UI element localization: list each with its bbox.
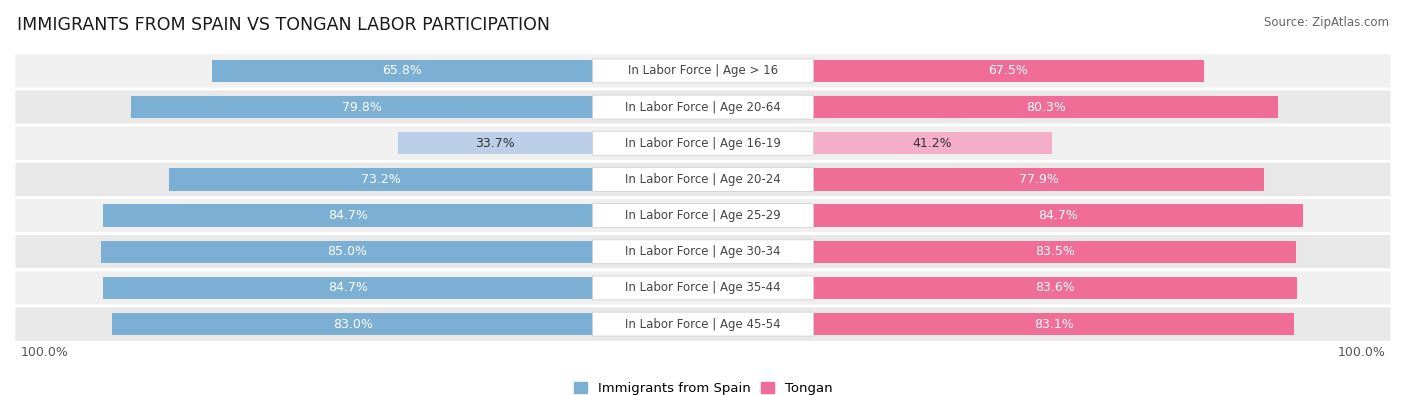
Bar (103, 204, 593, 227)
Text: 73.2%: 73.2% (361, 173, 401, 186)
Text: 100.0%: 100.0% (21, 346, 69, 359)
FancyBboxPatch shape (592, 95, 814, 119)
Text: 67.5%: 67.5% (988, 64, 1028, 77)
Bar (103, 277, 593, 299)
Text: In Labor Force | Age 35-44: In Labor Force | Age 35-44 (626, 281, 780, 294)
FancyBboxPatch shape (14, 53, 1392, 89)
Text: 83.0%: 83.0% (333, 318, 373, 331)
Bar (813, 132, 1052, 154)
FancyBboxPatch shape (592, 167, 814, 191)
Text: In Labor Force | Age 30-34: In Labor Force | Age 30-34 (626, 245, 780, 258)
FancyBboxPatch shape (14, 234, 1392, 270)
Text: 79.8%: 79.8% (342, 101, 382, 114)
FancyBboxPatch shape (14, 89, 1392, 125)
Text: In Labor Force | Age 20-64: In Labor Force | Age 20-64 (626, 101, 780, 114)
Bar (131, 96, 593, 118)
Text: 77.9%: 77.9% (1019, 173, 1059, 186)
FancyBboxPatch shape (592, 131, 814, 155)
Text: 33.7%: 33.7% (475, 137, 515, 150)
Bar (101, 241, 593, 263)
Text: 80.3%: 80.3% (1025, 101, 1066, 114)
Bar (813, 241, 1296, 263)
Text: 100.0%: 100.0% (1337, 346, 1385, 359)
Text: 83.6%: 83.6% (1035, 281, 1076, 294)
Bar (813, 277, 1296, 299)
Bar (398, 132, 593, 154)
FancyBboxPatch shape (14, 125, 1392, 161)
Text: In Labor Force | Age 16-19: In Labor Force | Age 16-19 (626, 137, 780, 150)
Text: 65.8%: 65.8% (382, 64, 422, 77)
Text: In Labor Force | Age 25-29: In Labor Force | Age 25-29 (626, 209, 780, 222)
Text: IMMIGRANTS FROM SPAIN VS TONGAN LABOR PARTICIPATION: IMMIGRANTS FROM SPAIN VS TONGAN LABOR PA… (17, 16, 550, 34)
Bar (813, 313, 1294, 335)
Text: In Labor Force | Age > 16: In Labor Force | Age > 16 (628, 64, 778, 77)
Legend: Immigrants from Spain, Tongan: Immigrants from Spain, Tongan (574, 382, 832, 395)
FancyBboxPatch shape (14, 198, 1392, 234)
Text: 84.7%: 84.7% (328, 281, 367, 294)
Text: 83.5%: 83.5% (1035, 245, 1074, 258)
Text: 84.7%: 84.7% (328, 209, 367, 222)
FancyBboxPatch shape (14, 306, 1392, 342)
FancyBboxPatch shape (592, 276, 814, 300)
Text: In Labor Force | Age 45-54: In Labor Force | Age 45-54 (626, 318, 780, 331)
FancyBboxPatch shape (592, 312, 814, 336)
Bar (169, 168, 593, 191)
Bar (813, 168, 1264, 191)
FancyBboxPatch shape (592, 240, 814, 264)
Text: 84.7%: 84.7% (1039, 209, 1078, 222)
Text: 83.1%: 83.1% (1033, 318, 1074, 331)
FancyBboxPatch shape (592, 204, 814, 228)
FancyBboxPatch shape (14, 270, 1392, 306)
FancyBboxPatch shape (592, 59, 814, 83)
Bar (813, 204, 1303, 227)
Bar (112, 313, 593, 335)
Text: In Labor Force | Age 20-24: In Labor Force | Age 20-24 (626, 173, 780, 186)
Text: 41.2%: 41.2% (912, 137, 952, 150)
FancyBboxPatch shape (14, 161, 1392, 198)
Text: 85.0%: 85.0% (326, 245, 367, 258)
Bar (813, 60, 1204, 82)
Bar (212, 60, 593, 82)
Bar (813, 96, 1278, 118)
Text: Source: ZipAtlas.com: Source: ZipAtlas.com (1264, 16, 1389, 29)
